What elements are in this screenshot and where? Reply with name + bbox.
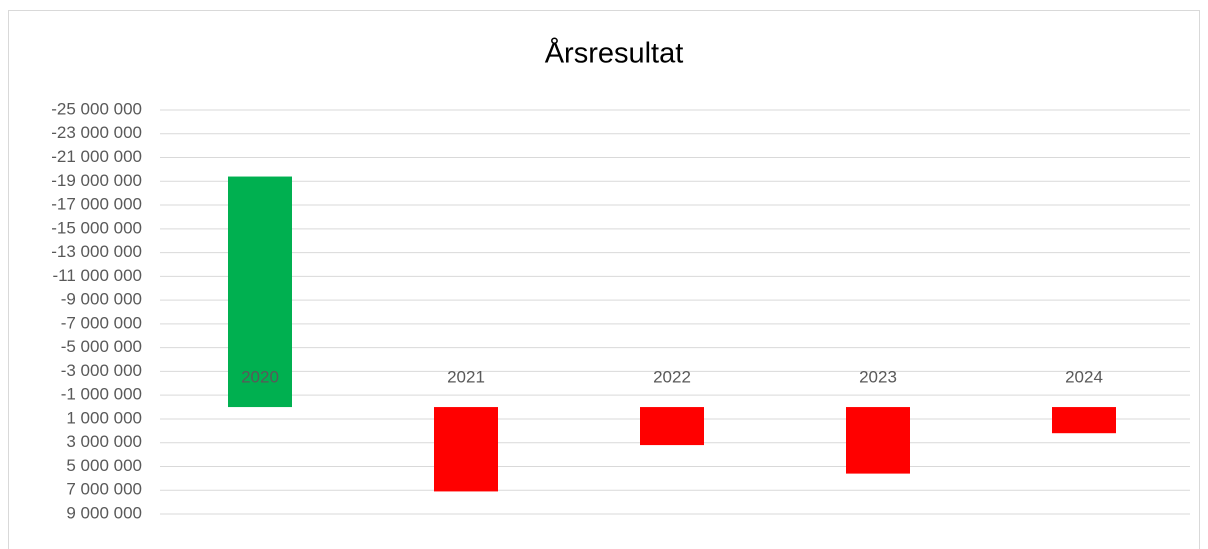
y-tick-label: -1 000 000 xyxy=(61,385,142,404)
y-tick-label: 1 000 000 xyxy=(66,408,142,427)
x-tick-label: 2024 xyxy=(1065,368,1103,387)
chart-frame xyxy=(8,10,1200,549)
y-tick-label: -25 000 000 xyxy=(51,99,142,118)
y-tick-label: 5 000 000 xyxy=(66,456,142,475)
y-tick-label: -19 000 000 xyxy=(51,171,142,190)
y-tick-label: 3 000 000 xyxy=(66,432,142,451)
y-tick-label: -5 000 000 xyxy=(61,337,142,356)
y-tick-label: -21 000 000 xyxy=(51,147,142,166)
x-tick-label: 2020 xyxy=(241,368,279,387)
y-tick-label: -7 000 000 xyxy=(61,313,142,332)
y-tick-label: -15 000 000 xyxy=(51,218,142,237)
x-tick-label: 2023 xyxy=(859,368,897,387)
y-tick-label: -11 000 000 xyxy=(53,266,142,285)
x-tick-label: 2022 xyxy=(653,368,691,387)
y-tick-label: -3 000 000 xyxy=(61,361,142,380)
x-tick-label: 2021 xyxy=(447,368,485,387)
y-tick-label: -13 000 000 xyxy=(51,242,142,261)
y-tick-label: 9 000 000 xyxy=(66,503,142,522)
y-tick-label: -9 000 000 xyxy=(61,290,142,309)
bar xyxy=(434,407,498,492)
chart-title: Årsresultat xyxy=(545,37,684,70)
bar xyxy=(1052,407,1116,434)
bar xyxy=(640,407,704,446)
y-tick-label: -17 000 000 xyxy=(51,195,142,214)
y-tick-label: -23 000 000 xyxy=(51,123,142,142)
y-tick-label: 7 000 000 xyxy=(66,480,142,499)
bar xyxy=(228,176,292,408)
bar xyxy=(846,407,910,474)
